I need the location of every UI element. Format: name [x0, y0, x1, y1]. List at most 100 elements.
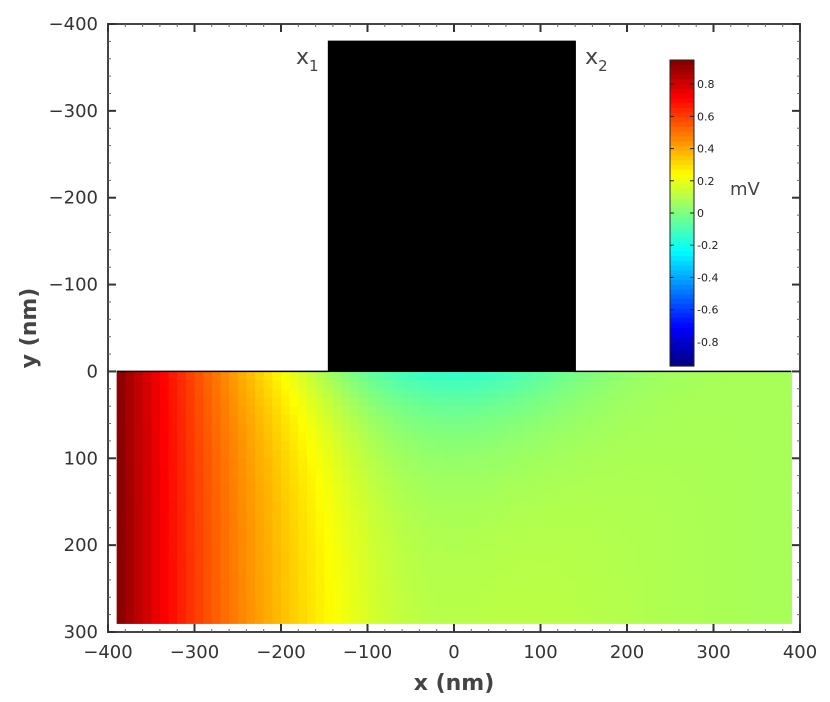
heatmap-cell [263, 553, 273, 564]
heatmap-cell [687, 553, 697, 564]
heatmap-cell [523, 527, 533, 538]
heatmap-cell [756, 605, 766, 616]
heatmap-cell [263, 536, 273, 546]
heatmap-cell [527, 84, 537, 95]
heatmap-cell [428, 553, 438, 564]
heatmap-cell [337, 223, 347, 234]
heatmap-cell [618, 414, 628, 425]
heatmap-cell [652, 484, 663, 494]
heatmap-cell [203, 536, 213, 546]
heatmap-cell [432, 215, 442, 225]
heatmap-cell [562, 362, 572, 373]
heatmap-cell [492, 171, 503, 181]
heatmap-cell [363, 84, 373, 95]
heatmap-cell [466, 310, 477, 320]
heatmap-cell [609, 545, 619, 555]
heatmap-cell [531, 562, 542, 572]
heatmap-cell [177, 449, 187, 459]
heatmap-cell [384, 579, 395, 590]
heatmap-cell [371, 232, 382, 242]
heatmap-cell [255, 371, 265, 381]
heatmap-cell [332, 388, 343, 399]
heatmap-cell [592, 406, 602, 416]
heatmap-cell [328, 336, 338, 346]
heatmap-cell [471, 614, 481, 624]
heatmap-cell [246, 440, 256, 451]
heatmap-cell [644, 501, 654, 511]
heatmap-cell [151, 371, 161, 381]
heatmap-cell [432, 171, 442, 181]
heatmap-cell [553, 189, 563, 199]
heatmap-cell [406, 128, 416, 138]
heatmap-cell [445, 406, 455, 416]
heatmap-cell [549, 475, 559, 485]
heatmap-cell [324, 588, 334, 598]
heatmap-cell [402, 380, 412, 390]
heatmap-cell [263, 545, 273, 555]
heatmap-cell [441, 84, 451, 95]
heatmap-cell [488, 466, 498, 477]
heatmap-cell [380, 215, 390, 225]
heatmap-cell [168, 423, 178, 433]
heatmap-cell [670, 501, 680, 511]
heatmap-cell [687, 510, 697, 520]
heatmap-cell [255, 484, 265, 494]
heatmap-cell [644, 605, 654, 616]
heatmap-cell [466, 154, 477, 164]
heatmap-cell [371, 293, 382, 303]
heatmap-cell [570, 206, 576, 216]
heatmap-cell [601, 571, 611, 581]
heatmap-cell [445, 432, 455, 442]
heatmap-cell [151, 458, 161, 468]
heatmap-cell [337, 110, 347, 121]
heatmap-cell [410, 597, 420, 607]
heatmap-cell [406, 223, 416, 234]
heatmap-cell [441, 189, 451, 199]
heatmap-cell [436, 406, 446, 416]
heatmap-cell [479, 605, 490, 616]
heatmap-cell [748, 371, 758, 381]
heatmap-cell [354, 67, 364, 77]
heatmap-cell [696, 449, 706, 459]
heatmap-cell [220, 579, 230, 590]
heatmap-cell [562, 171, 572, 181]
heatmap-cell [462, 466, 472, 477]
heatmap-cell [449, 319, 459, 329]
heatmap-cell [428, 440, 438, 451]
heatmap-cell [281, 466, 291, 477]
heatmap-cell [419, 432, 429, 442]
heatmap-cell [544, 93, 555, 103]
heatmap-cell [756, 484, 766, 494]
heatmap-cell [371, 206, 382, 216]
heatmap-cell [527, 223, 537, 234]
heatmap-cell [505, 475, 516, 485]
heatmap-cell [592, 475, 602, 485]
heatmap-cell [592, 414, 602, 425]
heatmap-cell [203, 579, 213, 590]
heatmap-cell [125, 545, 135, 555]
heatmap-cell [466, 50, 477, 60]
heatmap-cell [341, 440, 351, 451]
heatmap-cell [748, 605, 758, 616]
heatmap-cell [484, 258, 494, 268]
heatmap-cell [328, 249, 338, 260]
heatmap-cell [536, 336, 546, 346]
heatmap-cell [523, 432, 533, 442]
heatmap-cell [531, 519, 542, 529]
heatmap-cell [125, 484, 135, 494]
heatmap-cell [159, 406, 170, 416]
heatmap-cell [601, 432, 611, 442]
heatmap-cell [441, 362, 451, 373]
heatmap-cell [402, 493, 412, 503]
heatmap-cell [441, 249, 451, 260]
heatmap-cell [523, 597, 533, 607]
heatmap-cell [562, 275, 572, 286]
heatmap-cell [358, 432, 369, 442]
heatmap-cell [575, 371, 585, 381]
heatmap-cell [272, 397, 282, 407]
heatmap-cell [203, 397, 213, 407]
heatmap-cell [687, 371, 697, 381]
heatmap-cell [397, 345, 408, 355]
heatmap-cell [350, 414, 360, 425]
colorbar-segment [670, 260, 694, 267]
